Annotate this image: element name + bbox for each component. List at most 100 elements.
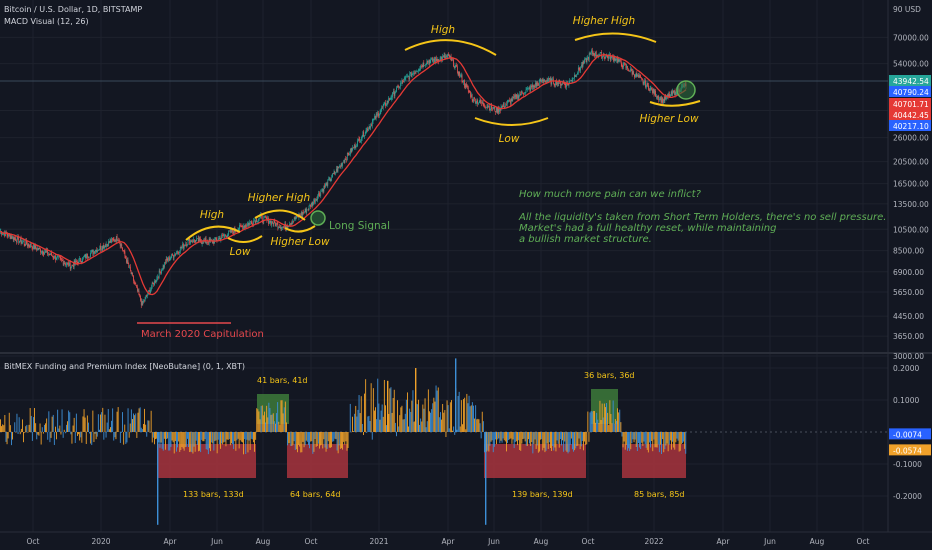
funding-bar [445, 432, 447, 438]
candle-body [663, 98, 664, 104]
time-axis[interactable]: Oct 2020 Apr Jun Aug Oct 2021 Apr Jun Aug Oct 2022 A… [27, 537, 870, 546]
candle-body [606, 55, 608, 57]
candle-body [571, 80, 573, 82]
candle-body [111, 238, 112, 243]
candle-body [574, 74, 575, 79]
funding-bar [265, 422, 266, 432]
funding-bar [366, 432, 368, 433]
candle-body [488, 106, 490, 110]
candle-body [652, 89, 653, 93]
candle-body [23, 241, 25, 245]
candle-body [366, 128, 368, 131]
funding-bar [353, 431, 354, 432]
candle-body [94, 251, 96, 254]
funding-bar [92, 410, 94, 432]
funding-bar [669, 432, 671, 441]
funding-bar [121, 432, 122, 433]
funding-bar [182, 432, 184, 449]
funding-streak-label: 64 bars, 64d [290, 490, 341, 499]
candle-body [177, 251, 179, 253]
candle-body [521, 91, 523, 93]
funding-bar [493, 432, 495, 447]
funding-bar [482, 421, 484, 432]
candle-body [540, 79, 542, 83]
candle-body [89, 256, 91, 258]
candle-body [282, 226, 284, 228]
funding-bar [128, 432, 130, 438]
candle-body [37, 248, 38, 251]
candle-body [320, 191, 322, 196]
funding-bar [603, 403, 605, 432]
funding-bar [403, 419, 405, 432]
candle-body [468, 90, 470, 92]
candle-body [126, 258, 127, 263]
funding-bar [441, 419, 442, 432]
candle-body [154, 280, 155, 286]
candle-body [372, 119, 374, 122]
candle-body [96, 249, 98, 253]
funding-bar [261, 405, 263, 432]
currency-label[interactable]: 90 USD [893, 5, 921, 14]
funding-bar [592, 410, 594, 432]
candle-body [420, 66, 422, 69]
candle-body [239, 224, 240, 230]
candle-body [8, 233, 9, 237]
candle-body [465, 84, 467, 88]
candle-body [385, 102, 386, 106]
funding-bar [119, 432, 121, 443]
candle-body [162, 265, 164, 270]
candle-body [119, 241, 121, 246]
funding-bar [14, 422, 16, 432]
candle-body [593, 53, 595, 56]
candle-body [531, 85, 532, 88]
funding-bar [272, 413, 274, 432]
price-tick-label: 10500.00 [893, 225, 929, 234]
candle-body [71, 264, 73, 267]
candle-body [577, 67, 579, 73]
funding-bar [290, 432, 292, 446]
candle-body [503, 103, 505, 108]
symbol-title[interactable]: Bitcoin / U.S. Dollar, 1D, BITSTAMP [4, 5, 142, 14]
funding-bar [480, 432, 482, 439]
lower-indicator-title[interactable]: BitMEX Funding and Premium Index [NeoBut… [4, 362, 245, 371]
candle-body [355, 146, 357, 148]
candle-body [139, 294, 141, 297]
candle-body [535, 83, 537, 86]
candle-body [357, 140, 358, 147]
label-low2: Low [499, 133, 520, 145]
candle-body [506, 104, 507, 105]
candle-body [211, 239, 212, 241]
candle-body [328, 177, 330, 180]
funding-bar [68, 410, 70, 432]
funding-bar [184, 432, 186, 448]
candle-body [199, 238, 201, 240]
funding-bar [333, 432, 335, 442]
candle-body [560, 84, 562, 86]
candle-body [221, 235, 222, 239]
price-tick-label: 20500.00 [893, 158, 929, 167]
funding-bar [497, 432, 499, 440]
funding-bar [466, 393, 468, 432]
candle-body [670, 94, 671, 98]
funding-bar [317, 432, 319, 444]
candle-body [552, 78, 553, 80]
candle-body [5, 231, 7, 234]
candle-body [203, 239, 205, 244]
price-badge-label: 40701.71 [893, 100, 929, 109]
funding-bar [69, 412, 71, 432]
price-tick-label: 5650.00 [893, 288, 924, 297]
indicator-title[interactable]: MACD Visual (12, 26) [4, 17, 89, 26]
candle-body [242, 226, 244, 229]
funding-bar [215, 432, 217, 441]
funding-bar [203, 432, 205, 442]
annotation-arcs [185, 32, 701, 243]
funding-bar [321, 432, 323, 445]
funding-bar [442, 403, 444, 432]
funding-bar [200, 432, 202, 453]
candle-body [349, 154, 350, 156]
candle-body [113, 239, 115, 242]
funding-bar [396, 432, 397, 437]
candle-body [141, 301, 143, 306]
